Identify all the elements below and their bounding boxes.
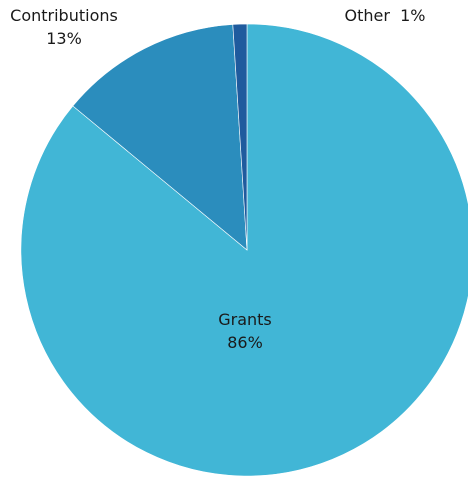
- other-label-value: 1%: [400, 6, 425, 25]
- grants-value-label: 86%: [227, 333, 263, 352]
- contributions-value-label: 13%: [46, 29, 82, 48]
- pie-slice-other: [232, 23, 248, 251]
- pie-slice-contributions: [72, 24, 248, 251]
- pie-labels: Grants 86% Contributions 13% Other 1%: [10, 6, 425, 352]
- pie-slices: [20, 23, 468, 477]
- pie-slice-grants: [20, 23, 468, 477]
- grants-label: Grants: [218, 310, 272, 329]
- other-label: Other 1%: [345, 6, 426, 25]
- contributions-label: Contributions: [10, 6, 118, 25]
- other-label-name: Other: [345, 6, 391, 25]
